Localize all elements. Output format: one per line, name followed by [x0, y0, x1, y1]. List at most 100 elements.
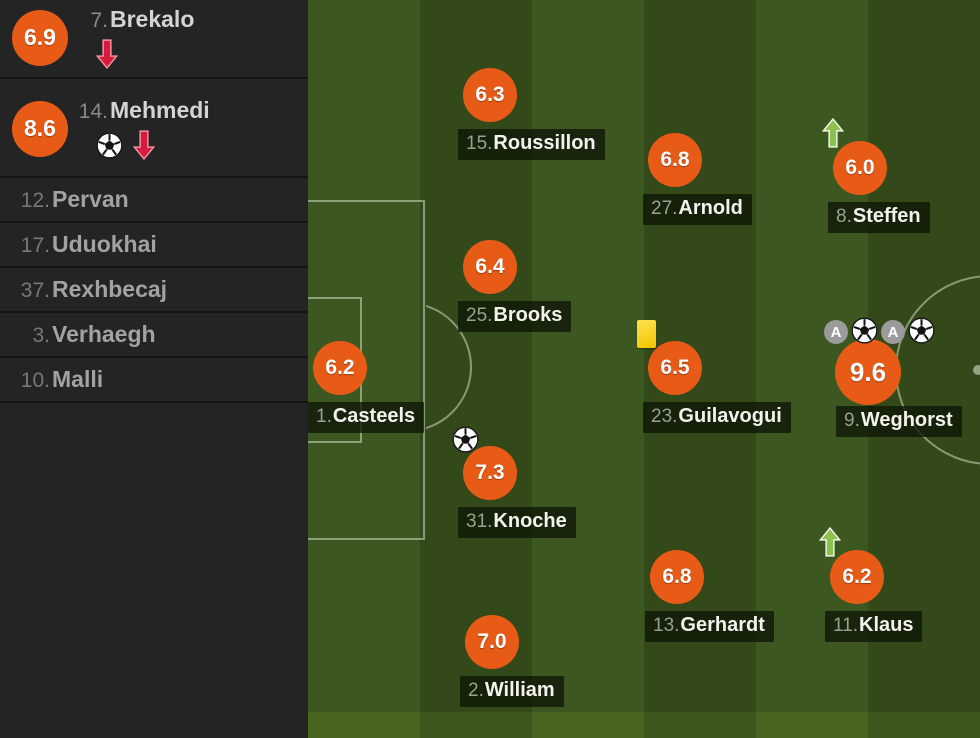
sub-off-arrow-icon — [133, 130, 155, 160]
sidebar-player-row[interactable]: 3.Verhaegh — [0, 313, 308, 358]
yellow-card-icon — [637, 320, 656, 348]
player-shirt-number: 37. — [20, 279, 50, 302]
sidebar-player-row[interactable]: 17.Uduokhai — [0, 223, 308, 268]
assist-icon: A — [824, 320, 848, 344]
player-shirt-number: 13. — [653, 615, 680, 636]
player-name: Roussillon — [493, 132, 596, 154]
player-shirt-number: 7. — [90, 9, 108, 32]
player-rating-badge: 6.3 — [463, 68, 517, 122]
player-rating-badge: 6.0 — [833, 141, 887, 195]
player-shirt-number: 8. — [836, 206, 852, 227]
player-rating-badge: 8.6 — [12, 100, 68, 157]
sub-off-arrow-icon — [96, 39, 118, 69]
player-event-icons — [452, 426, 479, 453]
player-shirt-number: 31. — [466, 511, 493, 532]
player-event-icons — [78, 130, 210, 160]
player-rating-badge: 6.2 — [830, 550, 884, 604]
player-name: Brooks — [493, 304, 563, 326]
center-spot — [973, 365, 980, 375]
player-name-label: 15.Roussillon — [458, 129, 605, 160]
player-shirt-number: 2. — [468, 680, 484, 701]
player-name: Malli — [52, 366, 104, 392]
player-shirt-number: 11. — [833, 615, 859, 636]
sidebar-player-row[interactable]: 12.Pervan — [0, 178, 308, 223]
player-shirt-number: 12. — [20, 189, 50, 212]
player-name-label: 8.Steffen — [828, 202, 930, 233]
player-name-label: 2.William — [460, 676, 564, 707]
player-name: Rexhbecaj — [52, 276, 168, 302]
goal-ball-icon — [452, 426, 479, 453]
goal-ball-icon — [96, 132, 123, 159]
player-rating-badge: 7.3 — [463, 446, 517, 500]
sidebar-player-info: 12.Pervan — [12, 186, 129, 213]
player-name: William — [484, 679, 555, 701]
player-rating-badge: 6.5 — [648, 341, 702, 395]
player-name-line: 37.Rexhbecaj — [12, 276, 167, 303]
player-rating-badge: 6.2 — [313, 341, 367, 395]
player-rating-badge: 6.8 — [648, 133, 702, 187]
player-event-icons — [637, 320, 656, 348]
sidebar-player-info: 3.Verhaegh — [12, 321, 156, 348]
player-name: Arnold — [678, 197, 743, 219]
player-name-label: 11.Klaus — [825, 611, 923, 642]
player-event-icons — [822, 118, 844, 148]
player-name-label: 31.Knoche — [458, 507, 576, 538]
player-name-label: 9.Weghorst — [836, 406, 962, 437]
sub-on-arrow-icon — [822, 118, 844, 148]
player-name: Guilavogui — [678, 405, 782, 427]
goal-ball-icon — [908, 317, 935, 344]
player-name-label: 23.Guilavogui — [643, 402, 791, 433]
player-name: Gerhardt — [680, 614, 765, 636]
player-name-label: 13.Gerhardt — [645, 611, 774, 642]
player-name-label: 1.Casteels — [308, 402, 425, 433]
player-rating-badge: 9.6 — [835, 339, 901, 405]
player-name: Knoche — [493, 510, 567, 532]
player-name: Casteels — [332, 405, 416, 427]
player-rating-badge: 6.9 — [12, 9, 68, 66]
player-rating-badge: 6.4 — [463, 240, 517, 294]
player-shirt-number: 10. — [20, 369, 50, 392]
sidebar-player-info: 14.Mehmedi — [78, 97, 210, 160]
sidebar-player-row[interactable]: 6.9 7.Brekalo — [0, 0, 308, 79]
player-shirt-number: 27. — [651, 198, 678, 219]
player-name: Steffen — [852, 205, 921, 227]
assist-icon: A — [881, 320, 905, 344]
player-name: Verhaegh — [52, 321, 156, 347]
sidebar-player-row[interactable]: 10.Malli — [0, 358, 308, 403]
pitch-edge-band — [308, 712, 980, 738]
sub-on-arrow-icon — [819, 527, 841, 557]
player-name-line: 14.Mehmedi — [78, 97, 210, 124]
sidebar-player-info: 37.Rexhbecaj — [12, 276, 167, 303]
player-shirt-number: 14. — [78, 100, 108, 123]
player-name: Brekalo — [110, 6, 195, 32]
player-shirt-number: 3. — [32, 324, 50, 347]
player-name-line: 7.Brekalo — [78, 6, 194, 33]
player-shirt-number: 23. — [651, 406, 678, 427]
player-name-line: 12.Pervan — [12, 186, 129, 213]
player-name: Pervan — [52, 186, 129, 212]
player-shirt-number: 9. — [844, 410, 860, 431]
player-event-icons — [78, 39, 194, 69]
substitutes-sidebar: 6.9 7.Brekalo 8.6 14.Mehmedi 12.Pervan 17.Udu… — [0, 0, 308, 738]
sidebar-player-row[interactable]: 8.6 14.Mehmedi — [0, 79, 308, 178]
player-shirt-number: 17. — [20, 234, 50, 257]
player-name-label: 27.Arnold — [643, 194, 752, 225]
sidebar-player-info: 10.Malli — [12, 366, 103, 393]
sidebar-player-info: 7.Brekalo — [78, 6, 194, 69]
player-name-line: 10.Malli — [12, 366, 103, 393]
player-shirt-number: 25. — [466, 305, 493, 326]
penalty-box-line — [308, 200, 425, 540]
player-shirt-number: 15. — [466, 133, 493, 154]
player-name: Klaus — [859, 614, 914, 636]
player-name: Uduokhai — [52, 231, 157, 257]
player-name-label: 25.Brooks — [458, 301, 572, 332]
player-rating-badge: 6.8 — [650, 550, 704, 604]
player-name: Mehmedi — [110, 97, 210, 123]
player-rating-badge: 7.0 — [465, 615, 519, 669]
player-event-icons — [819, 527, 841, 557]
player-name-line: 17.Uduokhai — [12, 231, 157, 258]
goal-ball-icon — [851, 317, 878, 344]
sidebar-player-row[interactable]: 37.Rexhbecaj — [0, 268, 308, 313]
